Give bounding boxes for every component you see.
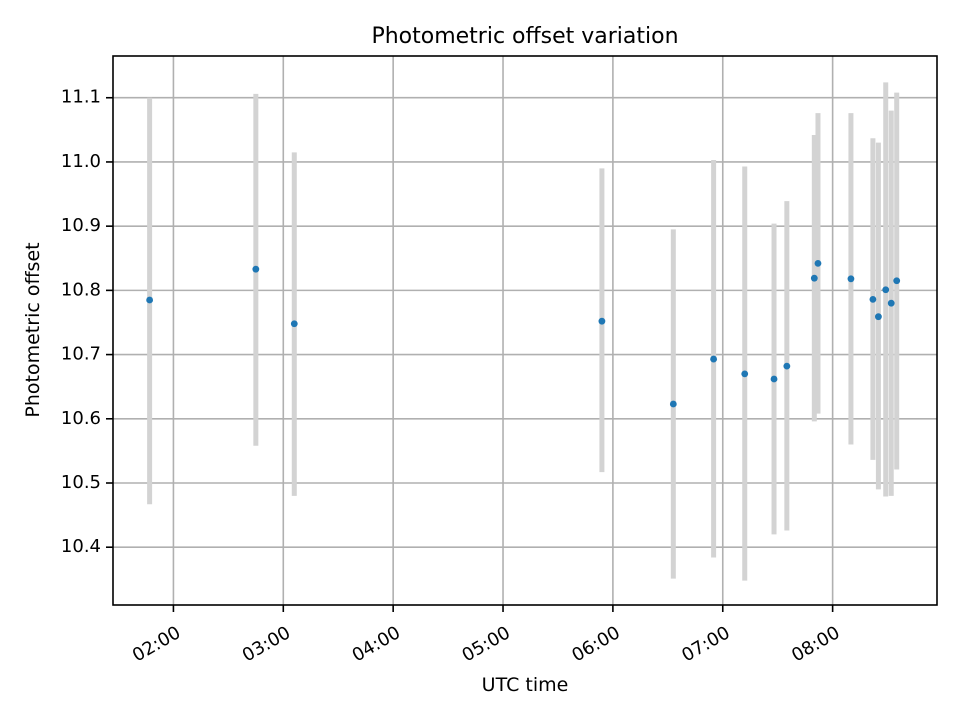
y-tick-label: 10.9 bbox=[61, 215, 101, 236]
data-point bbox=[741, 370, 749, 378]
data-point bbox=[893, 277, 901, 285]
y-tick-label: 10.4 bbox=[61, 536, 101, 557]
data-point bbox=[710, 355, 718, 363]
data-point bbox=[290, 320, 298, 328]
data-point bbox=[146, 296, 154, 304]
chart-title: Photometric offset variation bbox=[371, 24, 678, 49]
data-point bbox=[869, 295, 877, 303]
y-tick-label: 10.5 bbox=[61, 472, 101, 493]
data-point bbox=[814, 260, 822, 267]
plot-frame bbox=[112, 55, 938, 606]
data-point bbox=[770, 375, 778, 383]
data-point bbox=[847, 275, 855, 283]
y-axis-label: Photometric offset bbox=[22, 242, 44, 417]
grid-lines bbox=[113, 56, 937, 605]
y-tick-label: 10.6 bbox=[61, 408, 101, 429]
data-points bbox=[146, 260, 901, 408]
data-point bbox=[887, 299, 895, 307]
data-point bbox=[783, 362, 791, 370]
data-point bbox=[252, 265, 260, 273]
data-point bbox=[810, 274, 818, 282]
data-point bbox=[882, 286, 890, 294]
x-axis-label: UTC time bbox=[482, 674, 569, 696]
data-point bbox=[875, 313, 882, 321]
y-tick-label: 11.1 bbox=[61, 87, 101, 108]
y-tick-label: 10.8 bbox=[61, 279, 101, 300]
data-point bbox=[669, 400, 677, 408]
data-point bbox=[598, 317, 606, 325]
y-tick-label: 11.0 bbox=[61, 151, 101, 172]
y-tick-label: 10.7 bbox=[61, 344, 101, 365]
